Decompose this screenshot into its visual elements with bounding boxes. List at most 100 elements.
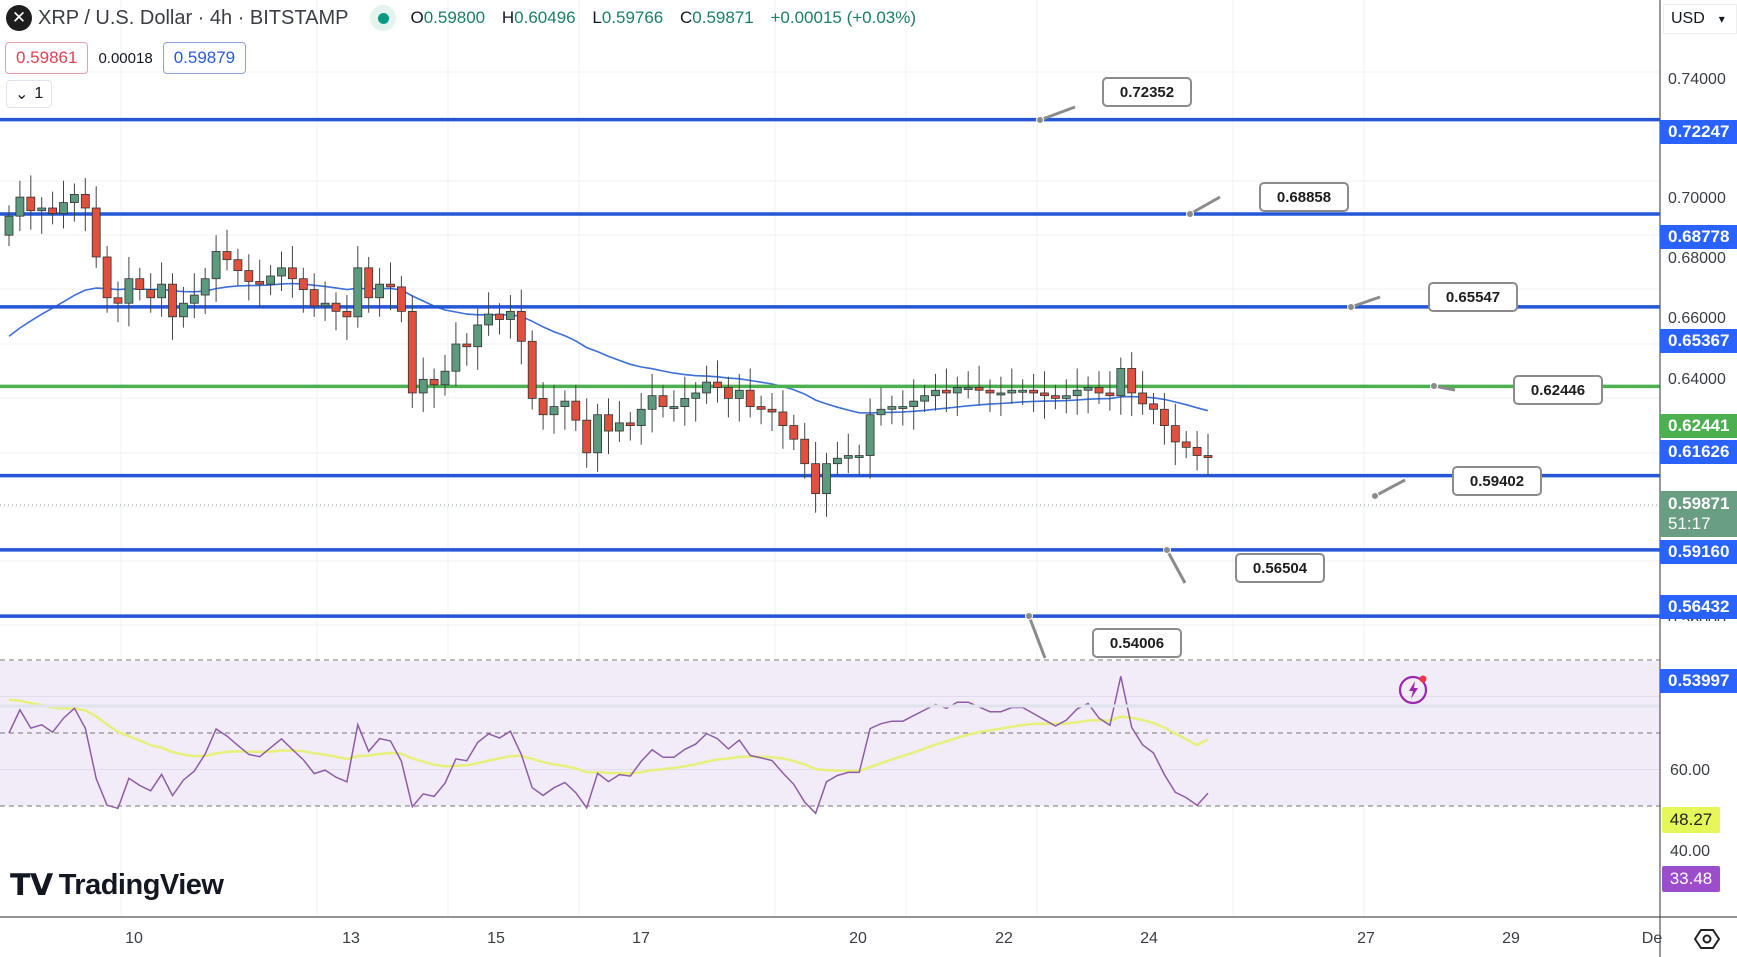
- level-callout[interactable]: 0.72352: [1102, 77, 1192, 107]
- candle: [1192, 446, 1202, 456]
- price-tick: 0.64000: [1668, 371, 1726, 388]
- candle: [931, 389, 940, 397]
- indicators-toggle-button[interactable]: ⌄ 1: [6, 80, 53, 108]
- last-price-value: 0.59871: [1668, 494, 1730, 513]
- rsi-tick: 40.00: [1670, 843, 1711, 860]
- candle: [985, 389, 995, 394]
- candle: [876, 408, 886, 416]
- candle: [1105, 392, 1115, 397]
- settings-gear-icon[interactable]: [1694, 926, 1720, 952]
- candle: [342, 310, 352, 318]
- candle: [702, 381, 711, 394]
- lightning-alert-icon[interactable]: [1398, 673, 1430, 705]
- candle: [952, 387, 962, 394]
- candle: [822, 463, 831, 494]
- candle: [102, 256, 112, 299]
- candle: [211, 251, 221, 280]
- candle: [778, 411, 788, 427]
- candle: [244, 270, 254, 282]
- level-callout[interactable]: 0.65547: [1428, 282, 1518, 312]
- candle: [604, 414, 613, 432]
- candle: [1072, 389, 1082, 397]
- market-open-dot-icon: [377, 12, 389, 24]
- date-tick: 27: [1357, 930, 1375, 947]
- symbol-title[interactable]: XRP / U.S. Dollar · 4h · BITSTAMP: [38, 6, 349, 29]
- candle: [963, 387, 973, 390]
- chevron-down-icon: ⌄: [15, 86, 29, 103]
- candle: [1160, 408, 1169, 426]
- candle: [505, 310, 515, 320]
- change-value: +0.00015 (+0.03%): [770, 8, 917, 27]
- candle: [527, 340, 537, 399]
- candle: [1061, 395, 1071, 399]
- tradingview-wordmark: TradingView: [58, 869, 224, 901]
- candle: [713, 381, 722, 388]
- level-price-tag: 0.65367: [1660, 329, 1737, 353]
- candle: [767, 408, 777, 413]
- xrp-logo-icon[interactable]: ✕: [6, 5, 32, 31]
- candle: [615, 422, 624, 432]
- open-label: O: [410, 8, 424, 27]
- level-callout[interactable]: 0.68858: [1259, 182, 1349, 212]
- candle: [974, 387, 984, 391]
- chart-header: ✕ XRP / U.S. Dollar · 4h · BITSTAMP O0.5…: [0, 0, 922, 36]
- candle: [909, 400, 919, 407]
- level-callout[interactable]: 0.54006: [1092, 628, 1182, 658]
- candle: [59, 202, 68, 214]
- buy-button[interactable]: 0.59879: [162, 42, 247, 74]
- candle: [1051, 395, 1060, 399]
- candle: [396, 286, 406, 312]
- candle: [1170, 425, 1180, 443]
- candle: [91, 207, 101, 258]
- candle: [669, 406, 679, 409]
- candle: [942, 389, 951, 394]
- market-status[interactable]: [370, 5, 397, 31]
- candle: [429, 378, 439, 386]
- candle: [800, 438, 810, 465]
- rsi-line: [8, 676, 1209, 815]
- level-price-tag: 0.68778: [1660, 225, 1737, 249]
- candle: [549, 406, 559, 416]
- candle: [124, 278, 134, 304]
- level-callout[interactable]: 0.62446: [1513, 375, 1603, 405]
- spread-value: 0.00018: [98, 49, 153, 67]
- chevron-down-icon: ▾: [1718, 12, 1725, 26]
- low-label: L: [592, 8, 602, 27]
- candle: [1040, 392, 1049, 397]
- sell-button[interactable]: 0.59861: [5, 42, 89, 74]
- candle: [70, 193, 79, 203]
- candle: [168, 283, 177, 318]
- level-callout[interactable]: 0.59402: [1452, 466, 1542, 496]
- high-label: H: [501, 8, 515, 27]
- candle: [593, 414, 602, 454]
- candle: [1007, 389, 1017, 394]
- candle: [320, 302, 330, 307]
- date-tick: 22: [995, 930, 1013, 947]
- date-tick: De: [1641, 930, 1663, 947]
- candle: [996, 392, 1006, 396]
- candle: [80, 193, 90, 209]
- high-value: 0.60496: [514, 8, 576, 27]
- candle: [4, 215, 14, 236]
- currency-label: USD: [1671, 10, 1705, 27]
- candle: [364, 267, 374, 299]
- candle: [811, 463, 820, 494]
- candle: [1029, 389, 1038, 394]
- open-value: 0.59800: [423, 8, 486, 27]
- candle: [331, 302, 341, 312]
- candle: [1149, 403, 1158, 410]
- candle: [516, 310, 526, 342]
- candle: [680, 397, 690, 407]
- tradingview-logo[interactable]: ꓔꓦ TradingView: [10, 868, 224, 903]
- candle: [538, 397, 548, 416]
- low-value: 0.59766: [601, 8, 664, 27]
- candle: [222, 251, 232, 261]
- candle: [865, 414, 875, 456]
- candle: [920, 395, 929, 402]
- candle: [418, 378, 428, 394]
- candle: [484, 313, 494, 326]
- level-callout[interactable]: 0.56504: [1235, 553, 1325, 583]
- currency-button[interactable]: USD ▾: [1663, 4, 1737, 34]
- candle: [277, 267, 286, 277]
